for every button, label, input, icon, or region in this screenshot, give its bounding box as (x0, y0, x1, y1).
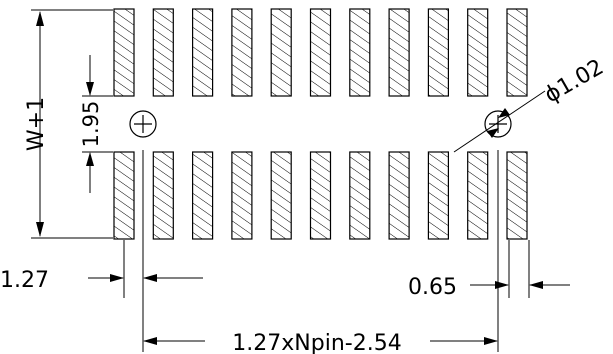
pad-top-9 (427, 8, 449, 97)
pad-bottom-1 (113, 151, 135, 240)
row-span-dimension (31, 9, 113, 239)
pad-bottom-11 (506, 151, 528, 240)
pad-bottom-2 (152, 151, 174, 240)
total-span-label: 1.27xNpin-2.54 (232, 331, 401, 354)
pad-bottom-4 (231, 151, 253, 240)
row-gap-dimension (82, 55, 113, 193)
pad-top-10 (467, 8, 489, 97)
pad-width-label: 0.65 (408, 275, 457, 300)
pad-top-4 (231, 8, 253, 97)
row-span-label: W+1 (24, 97, 49, 151)
mounting-hole-left (129, 110, 157, 138)
pitch-dimension (88, 150, 203, 298)
pad-top-11 (506, 8, 528, 97)
total-span-dimension (142, 150, 499, 352)
pad-bottom-8 (388, 151, 410, 240)
pad-top-5 (270, 8, 292, 97)
hole-diameter-label: ϕ1.02 (541, 55, 608, 108)
row-gap-label: 1.95 (79, 101, 103, 148)
pad-bottom-6 (309, 151, 332, 240)
pad-row-bottom (113, 151, 528, 240)
pad-bottom-10 (467, 151, 489, 240)
pad-width-dimension (470, 240, 570, 298)
pad-top-7 (349, 8, 371, 97)
pad-top-8 (388, 8, 410, 97)
pitch-label: 1.27 (0, 268, 49, 293)
pad-top-2 (152, 8, 174, 97)
pad-bottom-3 (192, 151, 214, 240)
pad-top-3 (192, 8, 214, 97)
pad-row-top (113, 8, 528, 97)
pad-bottom-9 (427, 151, 449, 240)
pad-top-1 (113, 8, 135, 97)
pad-bottom-7 (349, 151, 371, 240)
hole-diameter-leader (453, 90, 546, 153)
pad-bottom-5 (270, 151, 292, 240)
pad-top-6 (309, 8, 332, 97)
